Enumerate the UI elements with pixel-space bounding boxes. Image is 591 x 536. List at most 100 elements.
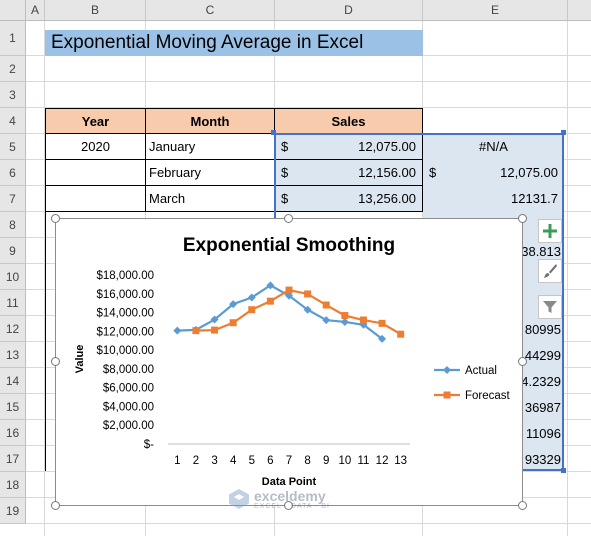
forecast-value-fragment: 11096 [525,425,561,441]
data-point-forecast [192,327,200,335]
cell-year[interactable] [45,185,146,212]
forecast-value-fragment: 38.813 [523,243,561,259]
gridline-row [26,81,591,82]
column-header-a[interactable]: A [26,0,45,21]
cell-forecast[interactable]: #N/A [423,133,564,160]
data-point-forecast [341,312,349,320]
data-point-forecast [285,286,293,294]
brush-icon [544,264,557,278]
watermark-tagline: EXCEL · DATA · BI [254,502,330,510]
data-point-actual [266,281,275,290]
x-tick-label: 5 [249,455,255,467]
watermark-brand: exceldemy [254,487,326,504]
x-tick-label: 2 [193,455,199,467]
data-point-actual [303,305,312,314]
currency-symbol: $ [281,165,289,180]
gridline-row [26,523,591,524]
row-header-2[interactable]: 2 [0,56,26,82]
series-line-forecast [195,288,402,336]
sales-value: 12,075.00 [358,139,416,154]
chart-svg: Exponential Smoothing $18,000.00 $16,000.0… [74,235,511,488]
resize-handle[interactable] [284,214,293,223]
legend-marker-actual [443,366,451,374]
exceldemy-logo-icon [229,489,249,509]
chart-area[interactable]: Exponential Smoothing $18,000.00 $16,000.0… [55,218,523,506]
data-point-actual [378,334,387,343]
resize-handle[interactable] [51,357,60,366]
row-header-10[interactable]: 10 [0,264,26,290]
cell-month[interactable]: March [145,185,275,212]
row-header-3[interactable]: 3 [0,82,26,108]
resize-handle[interactable] [518,501,527,510]
cell-sales[interactable]: $ 12,075.00 [274,133,423,160]
select-all-corner[interactable] [0,0,26,21]
resize-handle[interactable] [51,214,60,223]
column-header-d[interactable]: D [275,0,423,21]
selection-corner-handle[interactable] [561,130,566,135]
row-header-5[interactable]: 5 [0,134,26,160]
chart-elements-button[interactable] [538,219,562,243]
row-header-17[interactable]: 17 [0,446,26,472]
row-header-18[interactable]: 18 [0,472,26,498]
y-axis-title: Value [74,345,86,374]
sales-value: 13,256.00 [358,191,416,206]
chart-filters-button[interactable] [538,295,562,319]
watermark: exceldemy EXCEL · DATA · BI [228,488,330,510]
row-header-12[interactable]: 12 [0,316,26,342]
data-point-forecast [266,297,274,305]
currency-symbol: $ [429,165,437,180]
resize-handle[interactable] [51,501,60,510]
resize-handle[interactable] [518,357,527,366]
row-header-11[interactable]: 11 [0,290,26,316]
row-header-1[interactable]: 1 [0,21,26,56]
cell-month[interactable]: January [145,133,275,160]
x-tick-label: 6 [267,455,273,467]
column-header-c[interactable]: C [146,0,275,21]
chart-styles-button[interactable] [538,259,562,283]
cell-month[interactable]: February [145,159,275,186]
header-year[interactable]: Year [45,108,146,134]
cell-year[interactable]: 2020 [45,133,146,160]
funnel-icon [543,301,557,313]
data-point-forecast [211,326,219,334]
sheet-title[interactable]: Exponential Moving Average in Excel [45,30,423,56]
resize-handle[interactable] [284,501,293,510]
column-header-f[interactable] [568,0,591,21]
sales-value: 12,156.00 [358,165,416,180]
row-header-8[interactable]: 8 [0,212,26,238]
x-tick-label: 8 [304,455,310,467]
row-header-7[interactable]: 7 [0,186,26,212]
row-header-14[interactable]: 14 [0,368,26,394]
row-header-6[interactable]: 6 [0,160,26,186]
y-tick-label: $18,000.00 [96,270,154,282]
selection-corner-handle[interactable] [561,468,566,473]
data-point-actual [247,293,256,302]
column-header-e[interactable]: E [423,0,568,21]
column-header-b[interactable]: B [45,0,146,21]
table-left-border [45,211,46,471]
cell-forecast[interactable]: $ 12,075.00 [423,159,564,186]
row-header-16[interactable]: 16 [0,420,26,446]
row-header-19[interactable]: 19 [0,498,26,524]
header-sales[interactable]: Sales [274,108,423,134]
resize-handle[interactable] [518,214,527,223]
row-header-15[interactable]: 15 [0,394,26,420]
gridline-col [567,21,568,536]
row-header-4[interactable]: 4 [0,108,26,134]
header-month[interactable]: Month [145,108,275,134]
currency-symbol: $ [281,191,289,206]
forecast-value-fragment: 93329 [524,451,561,467]
x-tick-label: 13 [394,455,407,467]
x-tick-label: 9 [323,455,329,467]
selection-corner-handle[interactable] [271,130,276,135]
row-header-13[interactable]: 13 [0,342,26,368]
data-point-forecast [322,301,330,309]
row-header-9[interactable]: 9 [0,238,26,264]
data-point-actual [173,326,182,335]
cell-sales[interactable]: $ 13,256.00 [274,185,423,212]
cell-forecast[interactable]: 12131.7 [423,185,564,212]
legend-label-actual: Actual [465,365,497,377]
cell-sales[interactable]: $ 12,156.00 [274,159,423,186]
x-tick-label: 7 [286,455,292,467]
cell-year[interactable] [45,159,146,186]
